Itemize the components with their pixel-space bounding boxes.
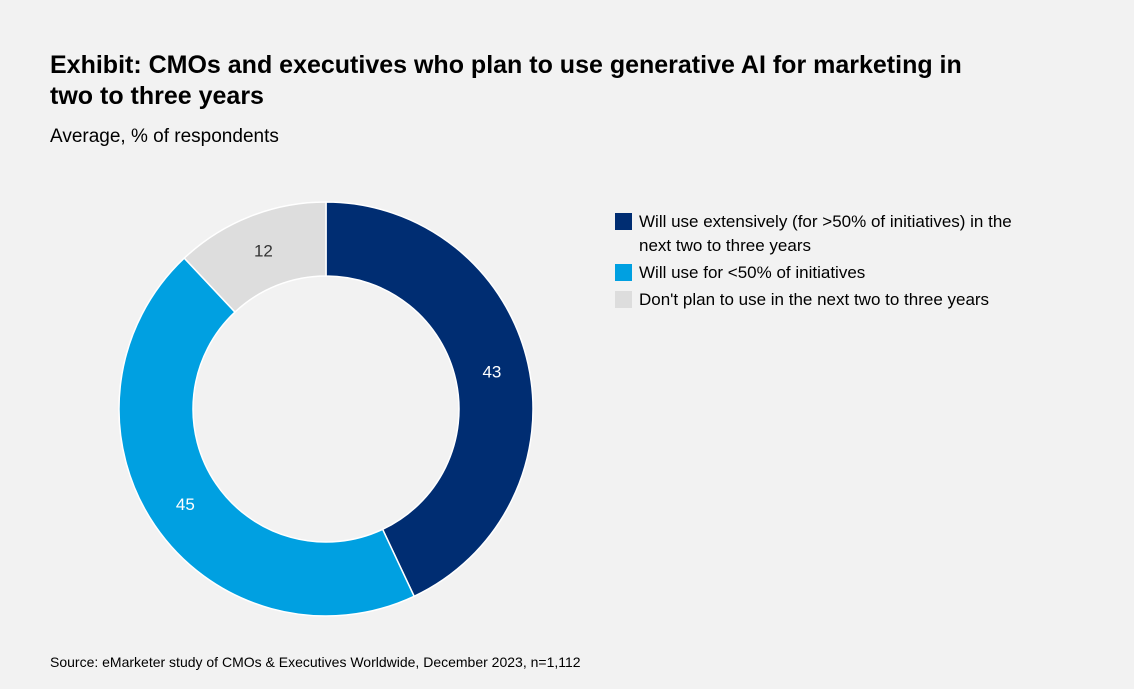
legend-item-partial: Will use for <50% of initiatives [615,261,1095,285]
donut-slice-extensive [325,201,534,598]
legend-swatch-extensive [615,213,632,230]
slice-label-extensive: 43 [482,362,501,381]
legend-item-no-plan: Don't plan to use in the next two to thr… [615,288,1095,312]
donut-slice-partial [118,257,416,617]
donut-slice-no-plan [183,201,327,314]
source-note: Source: eMarketer study of CMOs & Execut… [50,654,581,670]
slice-label-no-plan: 12 [254,241,273,260]
slice-label-partial: 45 [176,495,195,514]
chart-subtitle: Average, % of respondents [50,126,279,147]
legend-swatch-no-plan [615,291,632,308]
legend-swatch-partial [615,264,632,281]
legend-label-partial: Will use for <50% of initiatives [639,263,866,282]
legend-item-extensive: Will use extensively (for >50% of initia… [615,210,1095,258]
chart-legend: Will use extensively (for >50% of initia… [615,210,1095,315]
legend-label-extensive: Will use extensively (for >50% of initia… [639,212,1012,255]
donut-chart: 43 45 12 [118,201,534,617]
chart-title: Exhibit: CMOs and executives who plan to… [50,51,962,110]
legend-label-no-plan: Don't plan to use in the next two to thr… [639,290,990,309]
